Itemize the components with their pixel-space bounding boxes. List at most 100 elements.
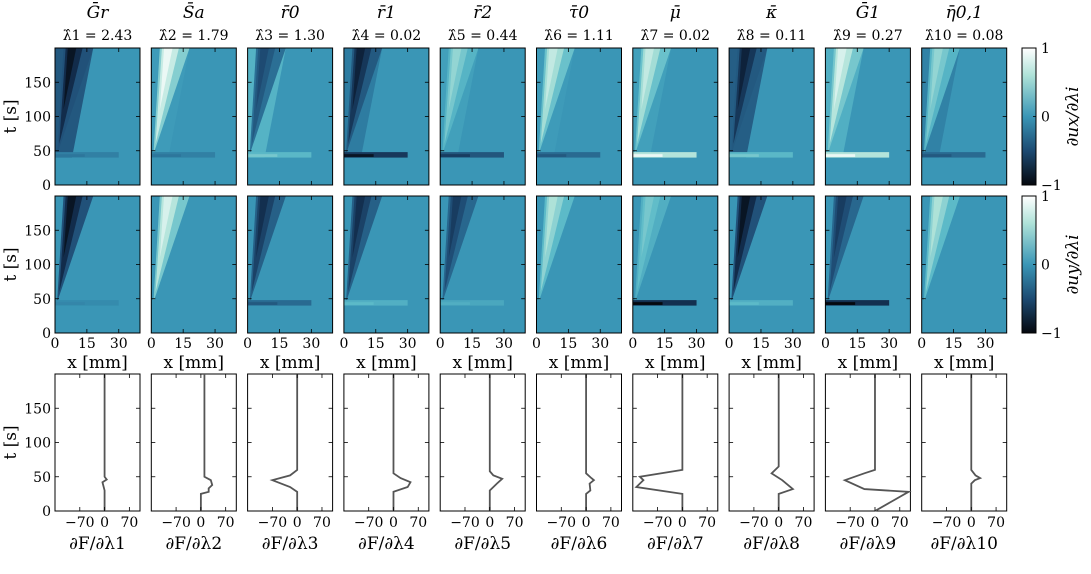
x-tick-label: 15 bbox=[848, 336, 866, 352]
heatmap-step-core bbox=[633, 302, 663, 305]
column-lambda-label: λ̂10 = 0.08 bbox=[925, 28, 1004, 44]
y-axis-label: t [s] bbox=[1, 247, 21, 281]
f-tick-label: −70 bbox=[547, 515, 577, 531]
heatmap-step-core bbox=[151, 154, 181, 157]
y-tick-label: 50 bbox=[33, 470, 51, 486]
column-6: τ̄0λ̂6 = 1.110 15 30x [mm]−70 0 70∂F/∂λ6 bbox=[532, 3, 621, 554]
x-tick-label: 0 bbox=[436, 336, 445, 352]
column-param-label: r̄2 bbox=[473, 3, 492, 23]
heatmap-step-core bbox=[440, 302, 470, 305]
x-axis-label: x [mm] bbox=[260, 353, 321, 373]
column-param-label: r̄1 bbox=[377, 3, 396, 23]
heatmap-step-core bbox=[922, 154, 952, 157]
plot-frame bbox=[922, 374, 1007, 511]
f-tick-label: −70 bbox=[932, 515, 962, 531]
y-tick-label: 100 bbox=[24, 436, 51, 452]
x-tick-label: 15 bbox=[174, 336, 192, 352]
heatmap-step-core bbox=[55, 154, 85, 157]
y-tick-label: 0 bbox=[42, 178, 51, 194]
column-3: r̄0λ̂3 = 1.300 15 30x [mm]−70 0 70∂F/∂λ3 bbox=[243, 3, 332, 554]
plot-frame bbox=[55, 374, 140, 511]
x-tick-label: 0 bbox=[147, 336, 156, 352]
plot-frame bbox=[440, 374, 525, 511]
f-tick-label: −70 bbox=[161, 515, 191, 531]
f-axis-label: ∂F/∂λ4 bbox=[358, 534, 415, 554]
f-axis-label: ∂F/∂λ9 bbox=[840, 534, 897, 554]
f-tick-label: 70 bbox=[313, 515, 331, 531]
f-tick-label: 0 bbox=[967, 515, 976, 531]
heatmap-step-core bbox=[922, 302, 952, 305]
y-tick-label: 150 bbox=[24, 401, 51, 417]
x-tick-label: 30 bbox=[206, 336, 224, 352]
column-9: Ḡ1λ̂9 = 0.270 15 30x [mm]−70 0 70∂F/∂λ9 bbox=[821, 1, 910, 554]
f-axis-label: ∂F/∂λ1 bbox=[69, 534, 126, 554]
f-tick-label: 0 bbox=[485, 515, 494, 531]
x-tick-label: 0 bbox=[339, 336, 348, 352]
f-axis-label: ∂F/∂λ2 bbox=[165, 534, 222, 554]
x-tick-label: 0 bbox=[821, 336, 830, 352]
plot-frame bbox=[537, 374, 622, 511]
column-param-label: κ̄ bbox=[765, 3, 777, 23]
x-tick-label: 30 bbox=[784, 336, 802, 352]
x-tick-label: 15 bbox=[752, 336, 770, 352]
column-lambda-label: λ̂7 = 0.02 bbox=[641, 28, 711, 44]
plot-frame bbox=[344, 374, 429, 511]
x-tick-label: 30 bbox=[495, 336, 513, 352]
x-axis-label: x [mm] bbox=[549, 353, 610, 373]
x-tick-label: 0 bbox=[243, 336, 252, 352]
column-7: μ̄ λ̂7 = 0.02 0 15 30x [mm] −70 0 70 ∂F/∂λ7 bbox=[628, 3, 717, 554]
heatmap-step-core bbox=[537, 154, 567, 157]
f-tick-label: 0 bbox=[100, 515, 109, 531]
f-tick-label: 70 bbox=[120, 515, 138, 531]
y-tick-label: 50 bbox=[33, 292, 51, 308]
colorbar-tick-label: 0 bbox=[1041, 110, 1050, 126]
column-lambda-label: λ̂9 = 0.27 bbox=[833, 28, 903, 44]
y-tick-label: 100 bbox=[24, 258, 51, 274]
x-axis-label: x [mm] bbox=[838, 353, 899, 373]
column-lambda-label: λ̂2 = 1.79 bbox=[159, 28, 229, 44]
x-tick-label: 15 bbox=[78, 336, 96, 352]
colorbar-tick-label: 1 bbox=[1041, 41, 1050, 57]
x-axis-label: x [mm] bbox=[645, 353, 706, 373]
column-lambda-label: λ̂3 = 1.30 bbox=[255, 28, 325, 44]
f-tick-label: −70 bbox=[835, 515, 865, 531]
f-tick-label: −70 bbox=[65, 515, 95, 531]
heatmap-step-core bbox=[151, 302, 181, 305]
x-tick-label: 30 bbox=[399, 336, 417, 352]
column-8: κ̄λ̂8 = 0.110 15 30x [mm]−70 0 70∂F/∂λ8 bbox=[725, 3, 814, 554]
x-tick-label: 0 bbox=[725, 336, 734, 352]
f-tick-label: −70 bbox=[354, 515, 384, 531]
column-lambda-label: λ̂5 = 0.44 bbox=[448, 28, 518, 44]
f-axis-label: ∂F/∂λ8 bbox=[743, 534, 800, 554]
plot-frame bbox=[151, 374, 236, 511]
colorbar-label: ∂ux/∂λi bbox=[1063, 86, 1083, 146]
y-tick-label: 100 bbox=[24, 110, 51, 126]
column-param-label: r̄0 bbox=[281, 3, 300, 23]
f-tick-label: 0 bbox=[774, 515, 783, 531]
column-param-label: Ḡr bbox=[87, 1, 110, 23]
x-tick-label: 15 bbox=[271, 336, 289, 352]
column-5: r̄2 λ̂5 = 0.44 0 15 30x [mm] −70 0 70 ∂F/∂λ5 bbox=[436, 3, 525, 554]
x-tick-label: 0 bbox=[51, 336, 60, 352]
heatmap-step-core bbox=[344, 302, 374, 305]
f-tick-label: 0 bbox=[678, 515, 687, 531]
x-axis-label: x [mm] bbox=[452, 353, 513, 373]
plot-frame bbox=[729, 374, 814, 511]
y-tick-label: 0 bbox=[42, 504, 51, 520]
f-tick-label: −70 bbox=[450, 515, 480, 531]
column-1: Ḡr λ̂1 = 2.43 0 15 30x [mm] −70 0 70 ∂F/∂λ1 bbox=[51, 1, 140, 554]
f-tick-label: 70 bbox=[987, 515, 1005, 531]
column-4: r̄1 λ̂4 = 0.02 0 15 30x [mm] −70 0 70 ∂F/∂λ4 bbox=[339, 3, 428, 554]
heatmap-step-core bbox=[344, 154, 374, 157]
x-axis-label: x [mm] bbox=[934, 353, 995, 373]
x-tick-label: 30 bbox=[302, 336, 320, 352]
plot-frame bbox=[248, 374, 333, 511]
y-tick-label: 150 bbox=[24, 223, 51, 239]
y-tick-label: 150 bbox=[24, 75, 51, 91]
colorbar-tick-label: −1 bbox=[1041, 326, 1062, 342]
colorbar-2: 10−1∂uy/∂λi bbox=[1022, 189, 1083, 342]
heatmap-step-core bbox=[825, 302, 855, 305]
column-2: S̄aλ̂2 = 1.790 15 30x [mm]−70 0 70∂F/∂λ2 bbox=[147, 1, 236, 554]
